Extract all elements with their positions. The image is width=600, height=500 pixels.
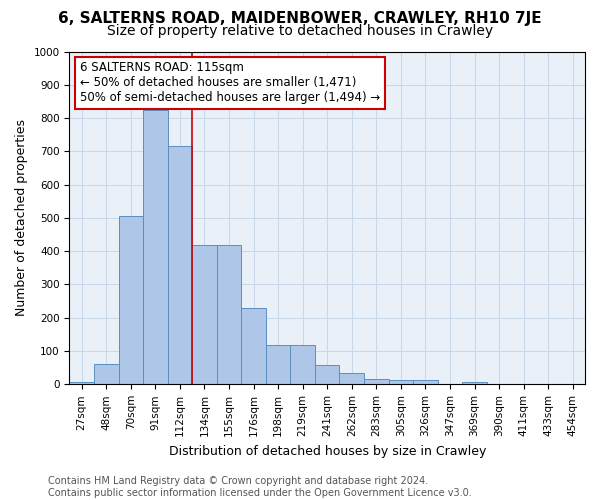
Bar bbox=[266, 345, 290, 385]
Bar bbox=[217, 245, 241, 384]
Text: 6, SALTERNS ROAD, MAIDENBOWER, CRAWLEY, RH10 7JE: 6, SALTERNS ROAD, MAIDENBOWER, CRAWLEY, … bbox=[58, 11, 542, 26]
Bar bbox=[340, 372, 364, 384]
Bar bbox=[167, 146, 192, 384]
Bar bbox=[290, 345, 315, 385]
Bar bbox=[94, 364, 119, 384]
Bar bbox=[315, 366, 340, 384]
Y-axis label: Number of detached properties: Number of detached properties bbox=[15, 120, 28, 316]
Bar bbox=[413, 380, 437, 384]
Bar bbox=[192, 245, 217, 384]
Text: Size of property relative to detached houses in Crawley: Size of property relative to detached ho… bbox=[107, 24, 493, 38]
Bar bbox=[389, 380, 413, 384]
Bar bbox=[119, 216, 143, 384]
Bar bbox=[241, 308, 266, 384]
X-axis label: Distribution of detached houses by size in Crawley: Distribution of detached houses by size … bbox=[169, 444, 486, 458]
Text: Contains HM Land Registry data © Crown copyright and database right 2024.
Contai: Contains HM Land Registry data © Crown c… bbox=[48, 476, 472, 498]
Bar bbox=[364, 380, 389, 384]
Text: 6 SALTERNS ROAD: 115sqm
← 50% of detached houses are smaller (1,471)
50% of semi: 6 SALTERNS ROAD: 115sqm ← 50% of detache… bbox=[80, 62, 380, 104]
Bar bbox=[462, 382, 487, 384]
Bar bbox=[143, 110, 167, 384]
Bar bbox=[70, 382, 94, 384]
